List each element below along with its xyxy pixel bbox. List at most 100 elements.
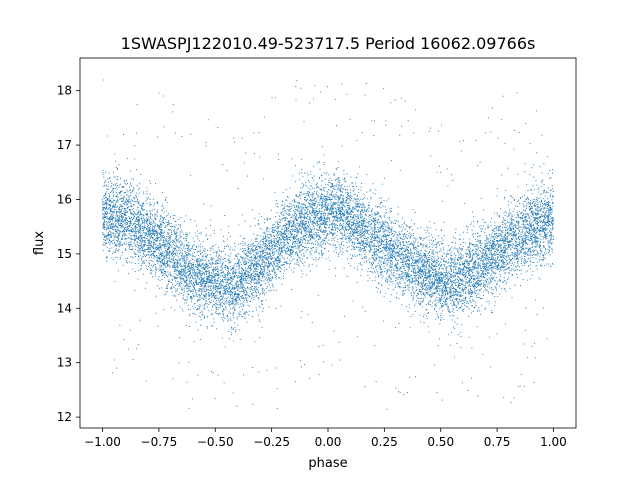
data-point [320,245,322,247]
data-point [508,246,510,248]
data-point [132,189,134,191]
data-point [231,276,233,278]
data-point [403,228,405,230]
data-point [129,235,131,237]
data-point [468,290,470,292]
data-point [165,242,167,244]
data-point [320,213,322,215]
data-point [151,213,153,215]
data-point [336,185,338,187]
data-point [520,269,522,271]
data-point [246,270,248,272]
data-point [378,227,381,229]
data-point [549,216,551,218]
data-point [209,294,211,296]
data-point [329,218,331,220]
data-point [327,233,329,235]
data-point [246,282,248,284]
data-point [480,240,482,242]
data-point [483,283,485,286]
data-point [386,222,389,224]
data-point [350,239,353,241]
data-point [185,235,187,238]
data-point [268,265,270,267]
data-point [462,254,464,256]
data-point [525,261,527,264]
data-point [412,232,414,234]
data-point [381,277,383,279]
data-point [364,196,366,198]
data-point [307,208,309,210]
data-point [483,221,485,223]
data-point [143,193,145,195]
data-point [239,297,241,300]
data-point [239,296,241,298]
data-point [400,231,402,233]
data-point [501,174,503,176]
data-point [207,288,209,291]
data-point [449,299,451,301]
data-point [128,215,130,218]
data-point [200,290,202,293]
data-point [447,258,450,260]
data-point [167,235,169,237]
data-point [427,326,429,328]
data-point [257,283,259,285]
data-point [162,217,164,219]
data-point [334,201,336,203]
data-point [141,222,143,224]
data-point [536,204,538,206]
data-point [210,219,212,221]
data-point [107,211,109,213]
data-point [195,295,197,297]
data-point [490,253,492,255]
data-point [107,202,109,205]
data-point [416,264,418,266]
data-point [140,241,142,243]
data-point [110,205,112,207]
data-point [336,216,339,218]
data-point [342,237,344,239]
data-point [427,313,429,315]
data-point [534,228,536,230]
data-point [541,265,543,267]
data-point [324,212,327,215]
data-point [238,253,240,255]
data-point [353,188,355,190]
data-point [516,212,518,214]
data-point [365,222,367,224]
data-point [193,244,195,246]
data-point [223,295,225,297]
data-point [387,231,389,233]
data-point [269,241,271,243]
data-point [494,251,496,253]
data-point [195,263,197,266]
data-point [506,216,508,218]
data-point [528,257,530,259]
data-point [494,261,496,263]
data-point [381,220,383,222]
data-point [450,286,452,288]
data-point [122,207,124,209]
data-point [498,229,501,231]
data-point [506,233,508,235]
data-point [286,230,288,232]
data-point [151,241,153,243]
data-point [116,215,118,217]
data-point [368,241,370,243]
data-point [398,391,400,393]
data-point [469,270,471,272]
data-point [513,264,515,266]
data-point [315,193,318,195]
data-point [230,308,232,310]
data-point [408,232,410,234]
data-point [480,231,482,233]
data-point [211,325,213,327]
data-point [119,256,121,258]
data-point [209,262,211,264]
data-point [359,248,361,250]
data-point [464,282,467,284]
data-point [125,200,127,202]
data-point [386,234,389,236]
